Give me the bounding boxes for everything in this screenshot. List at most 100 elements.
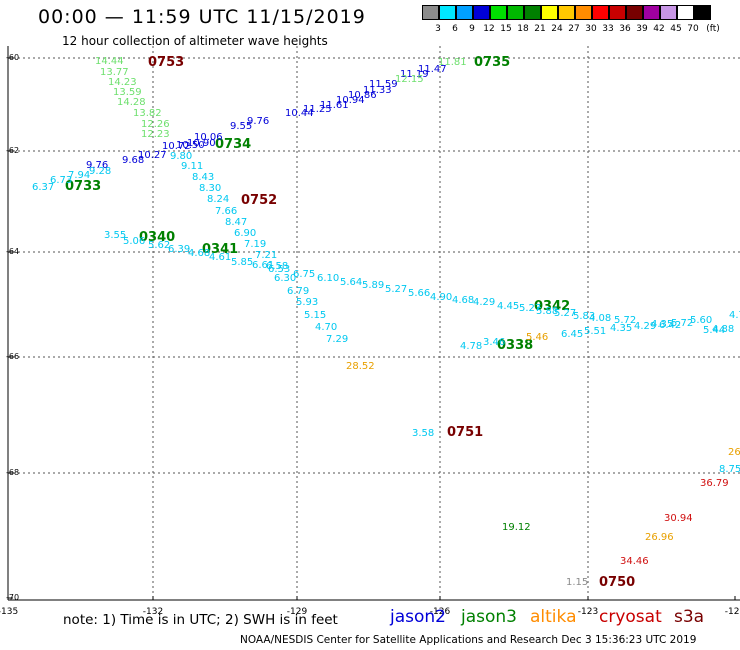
- swh-value-label: 5.27: [385, 284, 407, 295]
- footer-note: note: 1) Time is in UTC; 2) SWH is in fe…: [63, 612, 338, 628]
- legend-swatch: [643, 5, 660, 20]
- swh-value-label: 8.43: [192, 172, 214, 183]
- swh-value-label: 6.53: [268, 264, 290, 275]
- swh-value-label: 5.06: [123, 236, 145, 247]
- legend-tick-label: 36: [619, 24, 631, 34]
- swh-value-label: 7.21: [255, 250, 277, 261]
- legend-swatch: [541, 5, 558, 20]
- pass-time-label: 0734: [215, 137, 251, 152]
- swh-value-label: 12.23: [141, 129, 170, 140]
- longitude-label: -120: [725, 607, 740, 617]
- swh-value-label: 13.59: [113, 87, 142, 98]
- swh-value-label: 6.30: [274, 273, 296, 284]
- swh-value-label: 5.44: [703, 325, 725, 336]
- map-subtitle: 12 hour collection of altimeter wave hei…: [62, 34, 328, 48]
- legend-swatch: [558, 5, 575, 20]
- pass-time-label: 0735: [474, 55, 510, 70]
- swh-value-label: 4.90: [430, 292, 452, 303]
- map-title: 00:00 — 11:59 UTC 11/15/2019: [38, 6, 366, 28]
- swh-value-label: 10.94: [336, 95, 365, 106]
- swh-value-label: 9.76: [86, 160, 108, 171]
- longitude-label: -126: [430, 607, 451, 617]
- swh-value-label: 7.29: [326, 334, 348, 345]
- swh-value-label: 7.19: [244, 239, 266, 250]
- swh-value-label: 14.44: [95, 56, 124, 67]
- swh-value-label: 12.15: [395, 74, 424, 85]
- pass-time-label: 0752: [241, 193, 277, 208]
- swh-value-label: 4.08: [589, 313, 611, 324]
- swh-value-label: 9.55: [230, 121, 252, 132]
- swh-value-label: 6.58: [266, 261, 288, 272]
- swh-value-label: 10.06: [194, 132, 223, 143]
- credit-line: NOAA/NESDIS Center for Satellite Applica…: [240, 634, 697, 646]
- swh-value-label: 13.82: [133, 108, 162, 119]
- swh-value-label: 5.60: [690, 315, 712, 326]
- swh-value-label: 5.93: [296, 297, 318, 308]
- swh-value-label: 6.61: [252, 260, 274, 271]
- swh-value-label: 5.89: [362, 280, 384, 291]
- legend-swatch: [694, 5, 711, 20]
- legend-swatch: [592, 5, 609, 20]
- legend-tick-label: 15: [500, 24, 512, 34]
- swh-value-label: 5.83: [573, 311, 595, 322]
- legend-tick-label: 39: [636, 24, 648, 34]
- legend-tick-label: 42: [653, 24, 665, 34]
- swh-value-label: 7.66: [215, 206, 237, 217]
- swh-value-label: 8.47: [225, 217, 247, 228]
- legend-jason2: jason2: [390, 607, 446, 627]
- longitude-label: -123: [578, 607, 598, 617]
- swh-value-label: 5.72: [671, 318, 693, 329]
- legend-swatch: [524, 5, 541, 20]
- legend-s3a: s3a: [674, 607, 705, 627]
- swh-value-label: 14.23: [108, 77, 137, 88]
- swh-value-label: 5.27: [554, 308, 576, 319]
- swh-value-label: 3.58: [412, 428, 434, 439]
- swh-value-label: 4.29: [473, 297, 495, 308]
- pass-time-label: 0342: [534, 299, 570, 314]
- legend-swatch: [439, 5, 456, 20]
- swh-value-label: 14.28: [117, 97, 146, 108]
- swh-value-label: 11.81: [438, 57, 467, 68]
- legend-swatch: [660, 5, 677, 20]
- swh-value-label: 4.45: [497, 301, 519, 312]
- longitude-label: -135: [0, 607, 18, 617]
- latitude-label: -64: [6, 247, 19, 256]
- swh-value-label: 19.12: [502, 522, 531, 533]
- legend-tick-label: 24: [551, 24, 563, 34]
- longitude-label: -132: [143, 607, 163, 617]
- swh-value-label: 6.45: [561, 329, 583, 340]
- swh-value-label: 4.70: [315, 322, 337, 333]
- swh-value-label: 11.33: [363, 85, 392, 96]
- swh-value-label: 10.44: [285, 108, 314, 119]
- legend-swatch: [490, 5, 507, 20]
- swh-value-label: 5.27: [519, 303, 541, 314]
- pass-time-label: 0338: [497, 338, 533, 353]
- swh-value-label: 6.75: [293, 269, 315, 280]
- swh-value-label: 13.77: [100, 67, 129, 78]
- swh-value-label: 11.19: [400, 69, 429, 80]
- swh-value-label: 8.24: [207, 194, 229, 205]
- legend-tick-label: 9: [469, 24, 475, 34]
- swh-value-label: 12.26: [141, 119, 170, 130]
- legend-altika: altika: [530, 607, 577, 627]
- pass-time-label: 0340: [139, 230, 175, 245]
- swh-value-label: 11.61: [320, 100, 349, 111]
- pass-time-label: 0750: [599, 575, 635, 590]
- legend-tick-label: 3: [435, 24, 441, 34]
- swh-value-label: 10.72: [162, 141, 191, 152]
- swh-value-label: 4.68: [452, 295, 474, 306]
- latitude-label: -68: [6, 468, 19, 477]
- swh-value-label: 6.79: [287, 286, 309, 297]
- swh-value-label: 6.42: [659, 320, 681, 331]
- legend-swatch: [609, 5, 626, 20]
- pass-time-label: 0733: [65, 179, 101, 194]
- swh-value-label: 4.88: [712, 324, 734, 335]
- legend-tick-label: 12: [483, 24, 495, 34]
- swh-value-label: 10.90: [187, 138, 216, 149]
- swh-value-label: 9.11: [181, 161, 203, 172]
- legend-jason3: jason3: [461, 607, 517, 627]
- swh-value-label: 4.78: [460, 341, 482, 352]
- swh-value-label: 5.46: [526, 332, 548, 343]
- swh-value-label: 9.28: [89, 166, 111, 177]
- swh-value-label: 9.80: [170, 151, 192, 162]
